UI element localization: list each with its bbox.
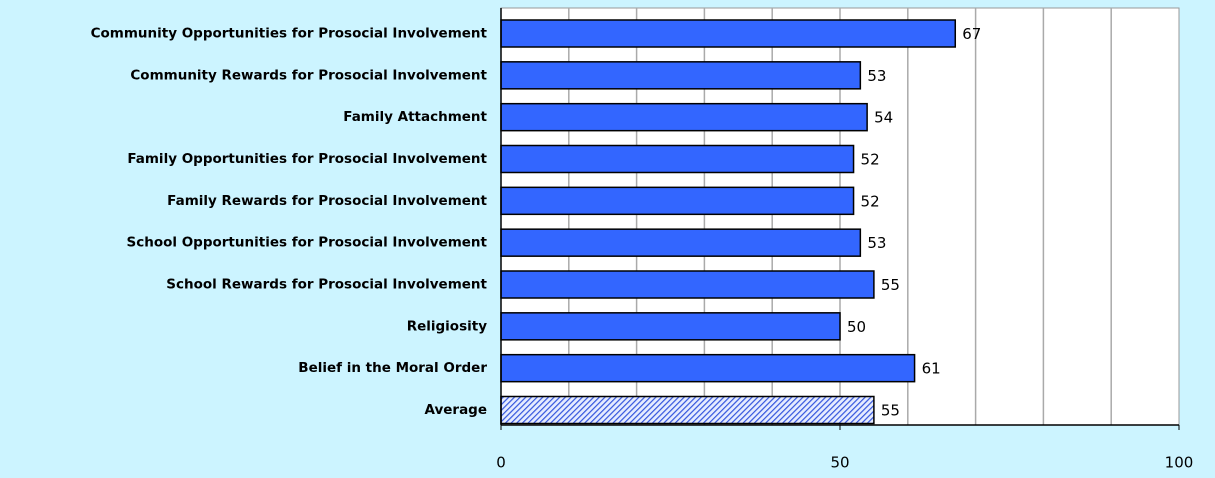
- x-tick-label: 50: [830, 454, 849, 472]
- value-label: 53: [867, 234, 886, 252]
- category-label: Average: [424, 402, 487, 418]
- value-label: 61: [922, 360, 941, 378]
- bar: [500, 144, 855, 174]
- bar: [500, 312, 841, 341]
- bar: [500, 395, 875, 425]
- category-label: Community Rewards for Prosocial Involvem…: [130, 67, 487, 83]
- value-label: 55: [881, 276, 900, 294]
- x-tick-label: 100: [1165, 454, 1194, 472]
- category-label: Belief in the Moral Order: [298, 360, 487, 376]
- category-label: Family Rewards for Prosocial Involvement: [167, 193, 487, 209]
- x-tick-label: 0: [496, 454, 506, 472]
- value-label: 67: [962, 25, 981, 43]
- category-label: School Rewards for Prosocial Involvement: [166, 277, 487, 293]
- bar: [500, 186, 855, 216]
- value-label: 52: [861, 151, 880, 169]
- bar: [500, 353, 916, 383]
- value-label: 53: [867, 67, 886, 85]
- category-label: Family Opportunities for Prosocial Invol…: [127, 151, 487, 167]
- bar: [500, 19, 957, 48]
- value-label: 55: [881, 402, 900, 420]
- value-label: 52: [861, 192, 880, 210]
- bar: [500, 102, 868, 132]
- category-label: Community Opportunities for Prosocial In…: [91, 26, 488, 42]
- value-label: 50: [847, 318, 866, 336]
- value-label: 54: [874, 109, 893, 127]
- category-label: Family Attachment: [343, 109, 487, 125]
- bar: [500, 270, 875, 299]
- bar: [500, 61, 862, 90]
- category-label: Religiosity: [407, 318, 487, 334]
- bar: [500, 228, 862, 257]
- category-label: School Opportunities for Prosocial Invol…: [126, 235, 487, 251]
